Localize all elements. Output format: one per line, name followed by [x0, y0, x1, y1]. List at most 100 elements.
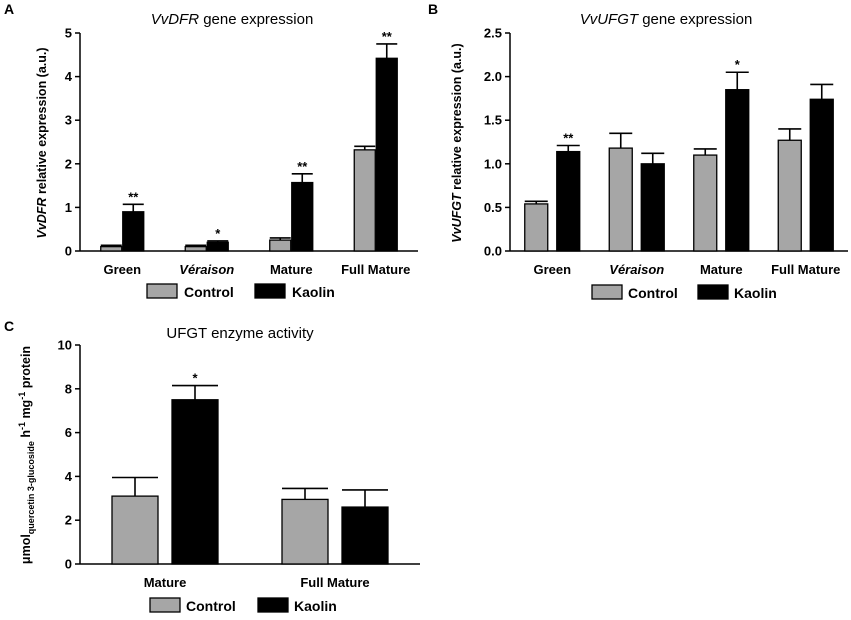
- panel-b-legend-kaolin-label: Kaolin: [734, 285, 777, 301]
- panel-b-bar-kaolin: [725, 89, 750, 252]
- panel-a-title-rest: gene expression: [199, 11, 313, 28]
- panel-b-legend-control-label: Control: [628, 285, 678, 301]
- panel-c-y-label-exp1: -1: [17, 422, 27, 430]
- panel-b-significance-marker: *: [735, 57, 741, 72]
- panel-b: B VvUFGT gene expression VvUFGT relative…: [428, 1, 848, 301]
- panel-c-y-axis-label: μmolquercetin 3-glucoside h-1 mg-1 prote…: [17, 346, 36, 564]
- panel-c-letter: C: [4, 318, 14, 334]
- panel-b-significance-marker: **: [563, 130, 574, 145]
- panel-a-legend-kaolin-label: Kaolin: [292, 284, 335, 300]
- panel-c: C UFGT enzyme activity μmolquercetin 3-g…: [4, 318, 420, 614]
- panel-c-category-label: Full Mature: [300, 575, 369, 590]
- panel-b-bar-kaolin: [809, 98, 834, 252]
- panel-b-y-axis-label: VvUFGT relative expression (a.u.): [450, 43, 464, 242]
- panel-c-y-tick-label: 4: [65, 469, 73, 484]
- panel-c-title: UFGT enzyme activity: [166, 325, 314, 342]
- panel-a: A VvDFR gene expression VvDFR relative e…: [4, 1, 418, 300]
- panel-a-letter: A: [4, 1, 14, 17]
- panel-a-legend-kaolin-swatch: [254, 283, 286, 299]
- panel-a-bar-control: [100, 245, 123, 252]
- panel-c-legend-control-label: Control: [186, 598, 236, 614]
- panel-b-category-label: Full Mature: [771, 262, 840, 277]
- panel-a-title: VvDFR gene expression: [151, 11, 314, 28]
- panel-a-y-tick-label: 5: [65, 26, 72, 41]
- panel-a-bar-kaolin: [375, 57, 398, 252]
- panel-c-y-label-h: h: [19, 430, 33, 441]
- panel-a-y-tick-label: 0: [65, 244, 72, 259]
- panel-b-title: VvUFGT gene expression: [580, 11, 753, 28]
- panel-b-y-tick-label: 2.0: [484, 69, 502, 84]
- panel-b-legend: Control Kaolin: [591, 284, 777, 301]
- panel-b-axes: 0.0 0.5 1.0 1.5 2.0 2.5 Green Véraison Mature Ful…: [484, 26, 848, 277]
- panel-c-y-tick-label: 10: [58, 338, 72, 353]
- panel-c-significance-marker: *: [192, 371, 198, 386]
- panel-a-significance-marker: *: [215, 226, 221, 241]
- panel-c-bar-kaolin: [171, 399, 219, 565]
- panel-a-y-label-rest: relative expression (a.u.): [35, 47, 49, 197]
- panel-c-title-text: UFGT enzyme activity: [166, 325, 314, 342]
- panel-c-y-label-protein: protein: [19, 346, 33, 392]
- panel-b-title-rest: gene expression: [638, 11, 752, 28]
- panel-b-bar-control: [608, 147, 633, 252]
- panel-a-significance-marker: **: [382, 29, 393, 44]
- panel-a-bar-control: [353, 149, 376, 252]
- panel-b-y-label-gene: VvUFGT: [450, 192, 464, 243]
- panel-a-bar-kaolin: [291, 181, 314, 252]
- panel-a-bars: *******: [100, 29, 398, 252]
- panel-b-y-tick-label: 0.5: [484, 200, 502, 215]
- panel-b-y-tick-label: 1.0: [484, 156, 502, 171]
- panel-a-y-tick-label: 1: [65, 200, 72, 215]
- panel-b-bar-control: [524, 203, 549, 252]
- panel-a-category-label: Full Mature: [341, 262, 410, 277]
- panel-c-y-label-mg: mg: [19, 400, 33, 422]
- panel-a-bar-control: [269, 239, 292, 252]
- panel-b-title-gene: VvUFGT: [580, 11, 640, 28]
- panel-b-letter: B: [428, 1, 438, 17]
- panel-b-bar-control: [777, 139, 802, 252]
- panel-b-category-label: Mature: [700, 262, 743, 277]
- panel-b-category-label: Véraison: [609, 262, 664, 277]
- panel-c-y-label-unit: μmol: [19, 534, 33, 564]
- panel-a-legend: Control Kaolin: [146, 283, 335, 300]
- panel-c-bar-control: [281, 498, 329, 565]
- panel-a-legend-control-label: Control: [184, 284, 234, 300]
- panel-c-bar-control: [111, 495, 159, 565]
- panel-a-bar-control: [184, 245, 207, 252]
- panel-b-bar-control: [693, 154, 718, 252]
- panel-b-y-tick-label: 0.0: [484, 244, 502, 259]
- panel-a-legend-control-swatch: [146, 283, 178, 299]
- panel-c-legend-control-swatch: [149, 597, 181, 613]
- panel-a-category-label: Green: [103, 262, 141, 277]
- panel-b-legend-kaolin-swatch: [697, 284, 729, 300]
- panel-a-title-gene: VvDFR: [151, 11, 200, 28]
- panel-a-significance-marker: **: [297, 159, 308, 174]
- panel-a-bar-kaolin: [122, 211, 145, 252]
- panel-b-category-label: Green: [533, 262, 571, 277]
- panel-c-category-label: Mature: [144, 575, 187, 590]
- panel-a-y-tick-label: 3: [65, 113, 72, 128]
- panel-b-bars: ***: [524, 57, 834, 252]
- panel-a-y-axis-label: VvDFR relative expression (a.u.): [35, 47, 49, 238]
- panel-c-y-label-compound: quercetin 3-glucoside: [26, 441, 36, 534]
- panel-a-y-label-gene: VvDFR: [35, 198, 49, 239]
- panel-a-category-label: Mature: [270, 262, 313, 277]
- panel-a-significance-marker: **: [128, 189, 139, 204]
- panel-a-bar-kaolin: [206, 241, 229, 252]
- panel-c-bars: *: [111, 371, 389, 565]
- panel-c-y-tick-label: 6: [65, 425, 72, 440]
- panel-b-bar-kaolin: [640, 163, 665, 252]
- panel-a-y-tick-label: 4: [65, 69, 73, 84]
- panel-c-legend-kaolin-label: Kaolin: [294, 598, 337, 614]
- panel-c-y-tick-label: 0: [65, 557, 72, 572]
- panel-c-y-tick-label: 8: [65, 381, 72, 396]
- panel-c-y-tick-label: 2: [65, 513, 72, 528]
- panel-b-y-tick-label: 2.5: [484, 26, 502, 41]
- panel-c-bar-kaolin: [341, 506, 389, 565]
- panel-b-bar-kaolin: [556, 150, 581, 252]
- panel-c-legend-kaolin-swatch: [257, 597, 289, 613]
- panel-b-y-tick-label: 1.5: [484, 113, 502, 128]
- panel-b-legend-control-swatch: [591, 284, 623, 300]
- panel-c-y-label-exp2: -1: [17, 392, 27, 400]
- panel-a-category-label: Véraison: [179, 262, 234, 277]
